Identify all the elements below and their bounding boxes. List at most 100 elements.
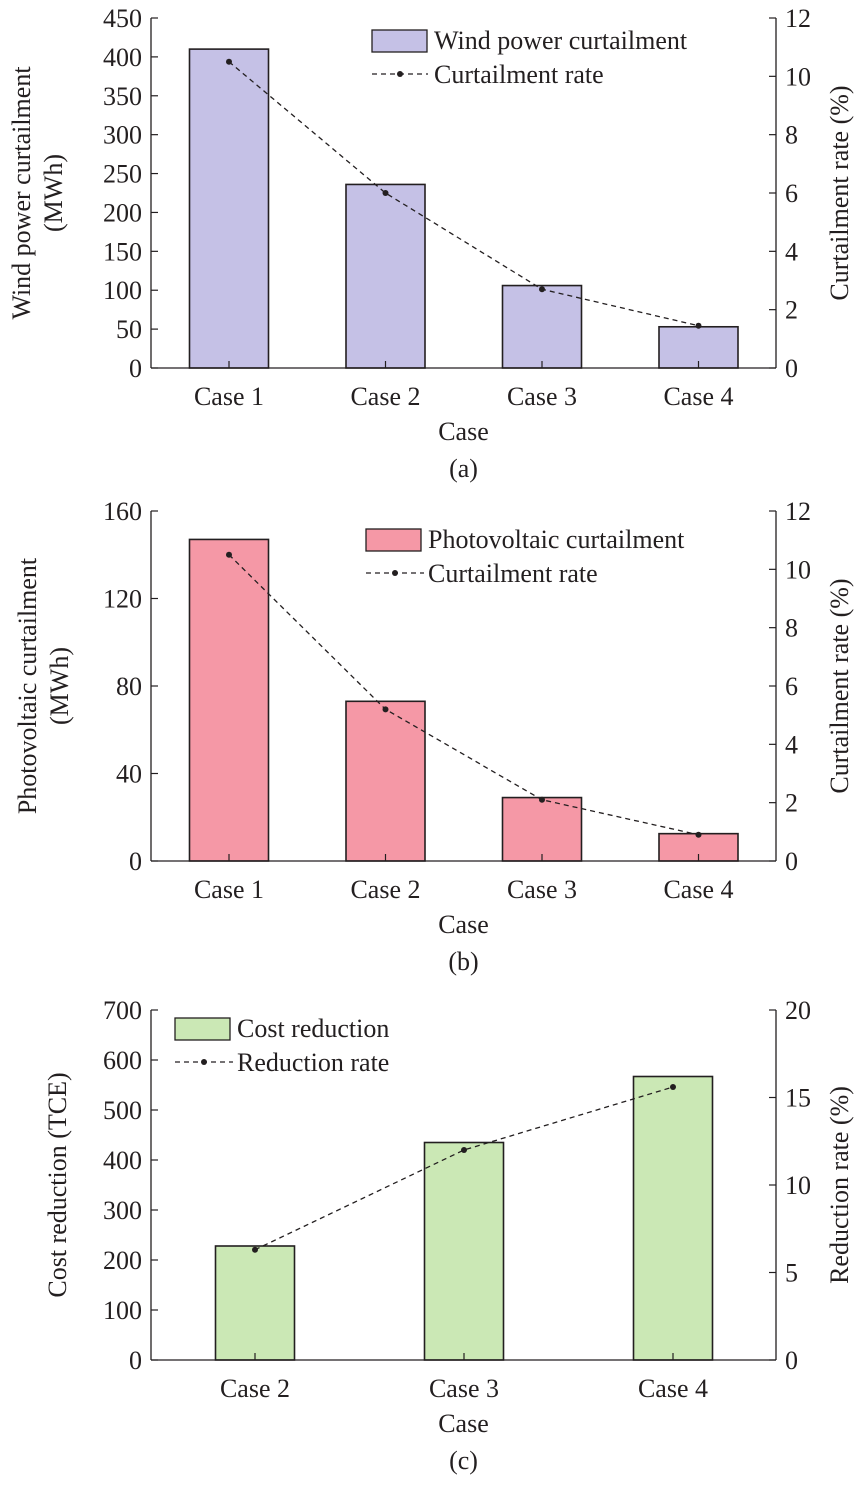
left-axis-title: Cost reduction (TCE) [43, 1072, 72, 1297]
left-tick-label: 300 [103, 1196, 142, 1225]
rate-point-3 [539, 796, 545, 803]
left-tick-label: 120 [103, 585, 142, 614]
right-tick-label: 12 [785, 497, 811, 526]
right-tick-label: 10 [785, 62, 811, 91]
x-tick-label: Case 3 [429, 1374, 499, 1403]
legend-line-marker [397, 71, 403, 77]
x-tick-label: Case 4 [638, 1374, 708, 1403]
rate-point-2 [382, 190, 389, 196]
left-tick-label: 100 [103, 276, 142, 305]
right-tick-label: 8 [785, 121, 798, 150]
right-tick-label: 2 [785, 789, 798, 818]
legend-bar-swatch [371, 29, 428, 53]
x-tick-label: Case 3 [507, 382, 577, 411]
left-axis-title: (MWh) [39, 154, 68, 232]
right-tick-label: 10 [785, 1171, 811, 1200]
left-axis-title: (MWh) [45, 647, 74, 725]
x-tick-label: Case 4 [663, 875, 733, 904]
left-tick-label: 0 [129, 1346, 142, 1375]
panel-c: 0 100 200 300 400 500 600 700 0 5 10 15 20 Case 2 Case… [43, 996, 854, 1475]
panel-label: (a) [449, 454, 478, 483]
right-tick-label: 0 [785, 354, 798, 383]
legend-bar-swatch [365, 528, 422, 552]
left-tick-label: 400 [103, 43, 142, 72]
x-tick-label: Case 3 [507, 875, 577, 904]
right-tick-label: 6 [785, 672, 798, 701]
legend-bar-label: Cost reduction [237, 1014, 389, 1043]
left-tick-label: 400 [103, 1146, 142, 1175]
left-axis-title: Wind power curtailment [7, 66, 36, 320]
legend-line-marker [201, 1059, 207, 1065]
legend-line-label: Curtailment rate [428, 559, 598, 588]
x-tick-label: Case 2 [350, 875, 420, 904]
rate-point-4 [695, 322, 702, 329]
rate-point-3 [670, 1084, 676, 1090]
left-tick-label: 250 [103, 160, 142, 189]
right-tick-label: 20 [785, 996, 811, 1025]
right-axis-title: Reduction rate (%) [825, 1086, 854, 1284]
left-tick-label: 40 [116, 760, 142, 789]
panel-a: 0 50 100 150 200 250 300 350 400 450 0 2 4 6 8 10 12 Case… [7, 4, 854, 483]
x-axis-title: Case [438, 1409, 489, 1438]
left-tick-label: 350 [103, 82, 142, 111]
bar-2 [345, 183, 426, 369]
left-tick-label: 150 [103, 237, 142, 266]
right-tick-label: 5 [785, 1259, 798, 1288]
left-tick-label: 700 [103, 996, 142, 1025]
panel-b: 0 40 80 120 160 0 2 4 6 8 10 12 Case 1 Case 2 Case 3 Ca… [13, 497, 854, 976]
right-tick-label: 10 [785, 555, 811, 584]
right-axis-title: Curtailment rate (%) [825, 578, 854, 793]
legend-line-marker [392, 570, 398, 576]
rate-point-1 [252, 1246, 258, 1253]
right-axis-title: Curtailment rate (%) [825, 85, 854, 300]
right-tick-label: 2 [785, 296, 798, 325]
right-tick-label: 4 [785, 730, 798, 759]
legend-bar-swatch [174, 1017, 231, 1041]
rate-line [228, 554, 699, 836]
x-tick-label: Case 2 [220, 1374, 290, 1403]
x-tick-label: Case 1 [194, 382, 264, 411]
left-tick-label: 0 [129, 354, 142, 383]
rate-point-2 [461, 1147, 467, 1153]
left-axis-title: Photovoltaic curtailment [13, 557, 42, 814]
bar-1 [188, 48, 270, 369]
panel-label: (c) [449, 1446, 478, 1475]
left-tick-label: 500 [103, 1096, 142, 1125]
left-tick-label: 80 [116, 672, 142, 701]
bar-1 [214, 1245, 296, 1361]
x-tick-label: Case 4 [663, 382, 733, 411]
panel-label: (b) [448, 947, 478, 976]
left-tick-label: 0 [129, 847, 142, 876]
left-tick-label: 600 [103, 1046, 142, 1075]
left-tick-label: 160 [103, 497, 142, 526]
rate-point-1 [226, 551, 232, 558]
x-axis-title: Case [438, 910, 489, 939]
left-tick-label: 450 [103, 4, 142, 33]
right-tick-label: 4 [785, 237, 798, 266]
right-tick-label: 0 [785, 847, 798, 876]
left-tick-label: 100 [103, 1296, 142, 1325]
right-tick-label: 6 [785, 179, 798, 208]
left-tick-label: 300 [103, 121, 142, 150]
right-tick-label: 0 [785, 1346, 798, 1375]
right-tick-label: 15 [785, 1084, 811, 1113]
bar-2 [423, 1141, 505, 1361]
rate-line [228, 61, 699, 327]
left-tick-label: 200 [103, 1246, 142, 1275]
x-tick-label: Case 2 [350, 382, 420, 411]
right-tick-label: 12 [785, 4, 811, 33]
bar-3 [501, 796, 583, 862]
x-tick-label: Case 1 [194, 875, 264, 904]
right-tick-label: 8 [785, 614, 798, 643]
left-tick-label: 50 [116, 315, 142, 344]
rate-point-1 [226, 58, 232, 65]
legend-bar-label: Wind power curtailment [434, 26, 688, 55]
left-tick-label: 200 [103, 198, 142, 227]
legend-line-label: Reduction rate [237, 1048, 389, 1077]
bar-3 [501, 284, 583, 369]
x-axis-title: Case [438, 417, 489, 446]
legend-line-label: Curtailment rate [434, 60, 604, 89]
bar-2 [345, 700, 426, 862]
rate-point-4 [695, 831, 702, 838]
